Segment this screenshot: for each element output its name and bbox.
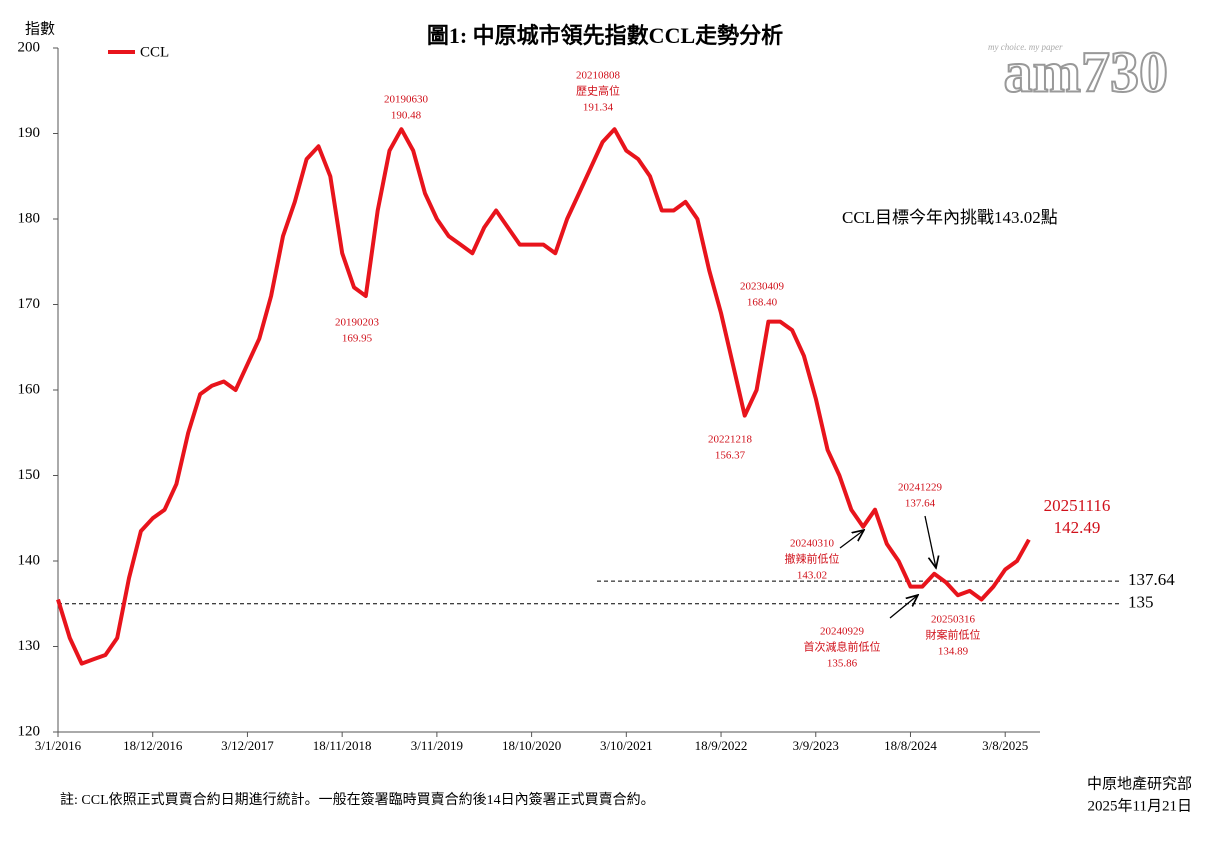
x-tick-label: 18/9/2022 <box>695 738 748 753</box>
x-tick-label: 3/11/2019 <box>411 738 463 753</box>
date: 2025年11月21日 <box>1088 797 1192 814</box>
logo-tagline: my choice. my paper <box>988 42 1063 52</box>
source: 中原地產研究部 <box>1087 775 1192 792</box>
annotation-date: 20240929 <box>820 626 865 638</box>
annotation-note: 歷史高位 <box>576 84 620 98</box>
annotation-date: 20251116 <box>1044 496 1111 515</box>
y-tick-label: 180 <box>18 210 41 226</box>
annotation-value: 135.86 <box>827 658 858 670</box>
annotation-value: 191.34 <box>583 102 614 114</box>
y-axis-label: 指數 <box>25 20 55 37</box>
annotation-value: 143.02 <box>797 570 827 582</box>
annotation-date: 20241229 <box>898 482 943 494</box>
y-tick-label: 170 <box>18 296 41 312</box>
annotation-arrow <box>839 530 864 549</box>
chart-title: 圖1: 中原城市領先指數CCL走勢分析 <box>427 23 783 48</box>
annotation-value: 134.89 <box>938 646 969 658</box>
annotation-date: 20210808 <box>576 70 621 82</box>
x-tick-label: 3/10/2021 <box>600 738 653 753</box>
annotation-value: 137.64 <box>905 498 936 510</box>
x-tick-label: 3/1/2016 <box>35 738 82 753</box>
callout: CCL目標今年內挑戰143.02點 <box>842 208 1058 227</box>
reference-label: 135 <box>1128 593 1154 612</box>
legend-label: CCL <box>140 44 169 60</box>
logo: am730 <box>1004 39 1168 104</box>
annotation-arrow <box>924 515 936 568</box>
footnote: 註: CCL依照正式買賣合約日期進行統計。一般在簽署臨時買賣合約後14日內簽署正… <box>60 791 655 808</box>
x-tick-label: 18/10/2020 <box>502 738 561 753</box>
annotation-value: 169.95 <box>342 333 373 345</box>
annotation-date: 20240310 <box>790 538 835 550</box>
y-tick-label: 150 <box>18 467 41 483</box>
y-tick-label: 200 <box>18 39 41 55</box>
x-tick-label: 3/12/2017 <box>221 738 274 753</box>
annotation-value: 190.48 <box>391 110 422 122</box>
y-tick-label: 190 <box>18 125 41 141</box>
annotation-note: 首次減息前低位 <box>804 640 881 654</box>
y-tick-label: 160 <box>18 381 41 397</box>
x-tick-label: 3/8/2025 <box>982 738 1028 753</box>
annotation-date: 20250316 <box>931 614 976 626</box>
reference-label: 137.64 <box>1128 570 1175 589</box>
y-tick-label: 140 <box>18 552 41 568</box>
x-tick-label: 3/9/2023 <box>793 738 839 753</box>
annotation-date: 20190630 <box>384 94 429 106</box>
x-tick-label: 18/12/2016 <box>123 738 183 753</box>
annotation-arrow <box>889 595 918 619</box>
annotation-value: 142.49 <box>1054 518 1101 537</box>
annotation-note: 撤辣前低位 <box>785 552 840 566</box>
annotation-date: 20221218 <box>708 434 753 446</box>
annotation-date: 20190203 <box>335 317 380 329</box>
y-tick-label: 120 <box>18 723 41 739</box>
annotation-note: 財案前低位 <box>926 628 981 642</box>
annotation-value: 156.37 <box>715 450 746 462</box>
line <box>56 127 1031 666</box>
annotation-date: 20230409 <box>740 281 785 293</box>
annotation-value: 168.40 <box>747 297 778 309</box>
x-tick-label: 18/8/2024 <box>884 738 937 753</box>
y-tick-label: 130 <box>18 638 41 654</box>
x-tick-label: 18/11/2018 <box>313 738 372 753</box>
